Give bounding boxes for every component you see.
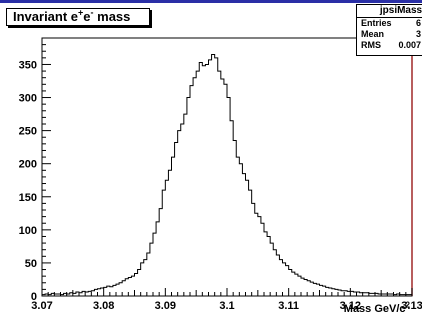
y-axis-ticks bbox=[42, 37, 51, 297]
y-tick-label: 100 bbox=[19, 225, 37, 237]
stats-row-rms: RMS 0.007 bbox=[357, 40, 422, 51]
title-sup-plus: + bbox=[78, 7, 84, 18]
x-axis-title-text: Mass GeV/c bbox=[343, 303, 406, 315]
y-tick-label: 300 bbox=[19, 93, 37, 105]
y-axis-tick-labels: 0 50 100 150 200 250 300 350 bbox=[19, 59, 37, 303]
y-tick-label: 350 bbox=[19, 59, 37, 71]
chart-title: Invariant e+e- mass bbox=[6, 8, 150, 26]
stats-label-entries: Entries bbox=[361, 18, 392, 28]
title-part-1: Invariant e bbox=[13, 9, 79, 24]
title-part-2: e bbox=[83, 9, 91, 24]
x-tick-label: 3.12 bbox=[340, 300, 361, 312]
title-part-3: mass bbox=[93, 9, 131, 24]
stats-row-entries: Entries 6 bbox=[357, 18, 422, 29]
y-tick-label: 250 bbox=[19, 126, 37, 138]
plot-frame bbox=[41, 37, 413, 297]
x-tick-label: 3.07 bbox=[31, 300, 52, 312]
stats-label-rms: RMS bbox=[361, 40, 381, 50]
y-tick-label: 200 bbox=[19, 159, 37, 171]
stats-label-mean: Mean bbox=[361, 29, 385, 39]
x-tick-label: 3.11 bbox=[278, 300, 299, 312]
y-tick-label: 0 bbox=[31, 291, 37, 303]
stats-value-entries: 6 bbox=[415, 18, 421, 28]
stats-box: jpsiMass Entries 6 Mean 3 RMS 0.007 bbox=[356, 4, 422, 56]
x-tick-label: 3.08 bbox=[93, 300, 114, 312]
stats-value-mean: 3 bbox=[415, 29, 421, 39]
x-axis-tick-labels: 3.07 3.08 3.09 3.1 3.11 3.12 3.13 bbox=[31, 300, 422, 312]
stats-row-mean: Mean 3 bbox=[357, 29, 422, 40]
x-tick-label: 3.09 bbox=[155, 300, 176, 312]
window-top-bar bbox=[0, 0, 422, 3]
stats-value-rms: 0.007 bbox=[398, 40, 421, 50]
stats-histogram-name: jpsiMass bbox=[357, 5, 422, 18]
x-axis-title-sup: 2 bbox=[405, 300, 410, 310]
y-tick-label: 50 bbox=[25, 258, 37, 270]
x-axis-title: Mass GeV/c2 bbox=[343, 300, 410, 315]
x-tick-label: 3.13 bbox=[401, 300, 422, 312]
title-sup-minus: - bbox=[90, 7, 94, 18]
x-tick-label: 3.1 bbox=[219, 300, 234, 312]
y-tick-label: 150 bbox=[19, 192, 37, 204]
histogram-line bbox=[42, 54, 412, 296]
